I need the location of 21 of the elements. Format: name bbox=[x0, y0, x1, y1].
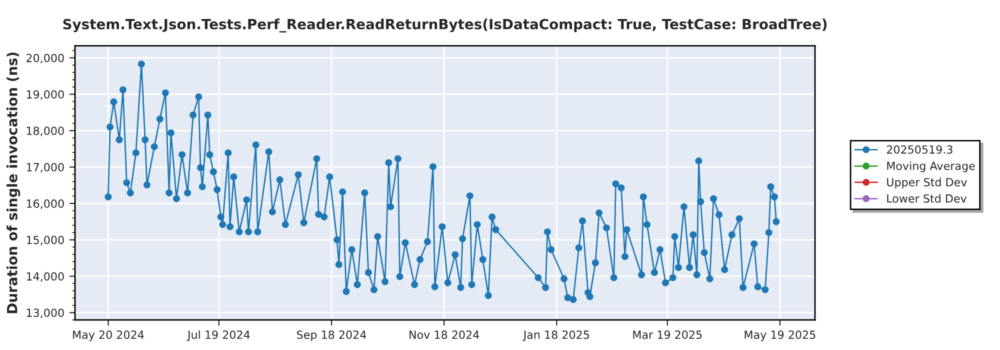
legend-label: Upper Std Dev bbox=[887, 178, 967, 189]
legend-label: Moving Average bbox=[887, 161, 975, 172]
x-tick-label: Nov 18 2024 bbox=[410, 330, 480, 339]
legend-label: Lower Std Dev bbox=[887, 194, 967, 203]
y-tick-label: 19,000 bbox=[26, 90, 64, 100]
legend-label: 20250519.3 bbox=[886, 145, 952, 154]
x-tick-label: May 19 2025 bbox=[744, 330, 816, 342]
x-tick-label: Jul 19 2024 bbox=[186, 330, 250, 341]
chart-title: System.Text.Json.Tests.Perf_Reader.ReadReturnBytes(IsDataCompact: True, TestCase: BroadTree) bbox=[63, 18, 827, 32]
y-tick-label: 17,000 bbox=[26, 163, 64, 173]
y-tick-label: 14,000 bbox=[26, 272, 64, 282]
x-tick-label: Jan 18 2025 bbox=[522, 330, 589, 341]
x-tick-label: Mar 19 2025 bbox=[633, 330, 702, 339]
y-tick-label: 13,000 bbox=[26, 308, 64, 318]
y-tick-label: 15,000 bbox=[26, 236, 64, 246]
y-tick-label: 18,000 bbox=[26, 126, 64, 136]
x-tick-label: Sep 18 2024 bbox=[297, 330, 366, 342]
y-tick-label: 16,000 bbox=[26, 199, 64, 209]
y-tick-label: 20,000 bbox=[26, 54, 64, 64]
x-tick-label: May 20 2024 bbox=[73, 330, 144, 342]
y-axis-title: Duration of single invocation (ns) bbox=[6, 52, 20, 314]
